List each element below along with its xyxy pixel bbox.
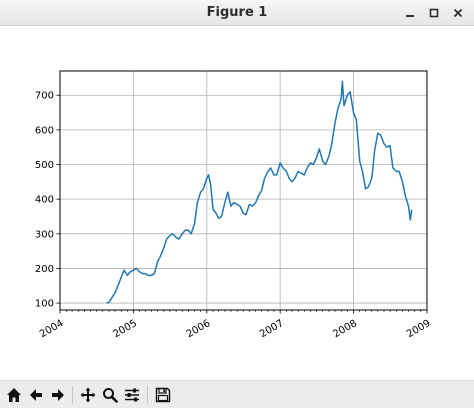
window-title: Figure 1 <box>206 5 268 20</box>
x-tick-label: 2004 <box>38 318 66 340</box>
y-tick-label: 300 <box>35 229 54 240</box>
x-tick-label: 2006 <box>185 318 213 340</box>
toolbar-separator <box>72 386 73 404</box>
minimize-icon[interactable] <box>400 3 420 23</box>
home-icon[interactable] <box>3 385 24 405</box>
forward-arrow-icon[interactable] <box>47 385 68 405</box>
back-arrow-icon[interactable] <box>25 385 46 405</box>
subplots-icon[interactable] <box>121 385 142 405</box>
series <box>106 80 413 304</box>
grid <box>60 71 427 310</box>
close-icon[interactable] <box>448 3 468 23</box>
navigation-toolbar <box>0 380 474 408</box>
maximize-icon[interactable] <box>424 3 444 23</box>
toolbar-separator <box>147 386 148 404</box>
pan-icon[interactable] <box>77 385 98 405</box>
figure-canvas[interactable]: 100 200 300 400 500 600 700 2004 2005 2006 2007 200… <box>0 26 474 380</box>
window-titlebar: Figure 1 <box>0 0 474 26</box>
y-tick-label: 500 <box>35 160 54 171</box>
x-tick-label: 2007 <box>258 318 286 340</box>
y-tick-label: 200 <box>35 264 54 275</box>
y-tick-label: 400 <box>35 195 54 206</box>
x-tick-label: 2005 <box>111 318 139 340</box>
x-tick-label: 2009 <box>405 318 433 340</box>
y-tick-label: 600 <box>35 125 54 136</box>
axes-frame <box>59 70 428 311</box>
price-line <box>106 80 413 304</box>
zoom-icon[interactable] <box>99 385 120 405</box>
y-tick-label: 700 <box>35 91 54 102</box>
y-tick-label: 100 <box>35 299 54 310</box>
x-tick-label: 2008 <box>331 318 359 340</box>
save-icon[interactable] <box>152 385 173 405</box>
line-chart: 100 200 300 400 500 600 700 2004 2005 2006 2007 200… <box>35 70 433 340</box>
